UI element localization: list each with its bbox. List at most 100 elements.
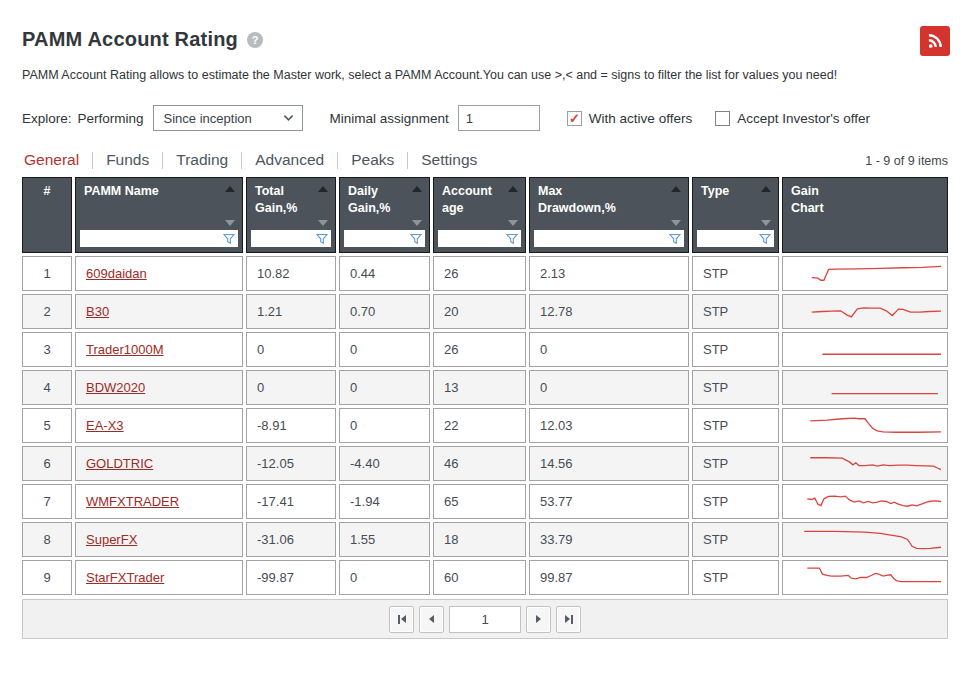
gain-sparkline	[789, 450, 941, 477]
gain-chart-cell	[782, 294, 948, 329]
filter-input-max-drawdown[interactable]	[534, 231, 669, 246]
page-number-input[interactable]	[449, 606, 521, 633]
filter-input-type[interactable]	[697, 231, 759, 246]
accept-investors-offer-checkbox[interactable]	[715, 111, 730, 126]
filter-input-daily-gain[interactable]	[344, 231, 410, 246]
tab-separator	[337, 152, 338, 169]
column-header-daily-gain[interactable]: Daily Gain,%	[339, 177, 430, 253]
filter-funnel-icon[interactable]	[223, 233, 235, 245]
tab-settings[interactable]: Settings	[419, 151, 479, 169]
with-active-offers-label: With active offers	[589, 111, 692, 126]
period-select[interactable]: Since inception	[153, 105, 303, 131]
tab-advanced[interactable]: Advanced	[253, 151, 326, 169]
tab-funds[interactable]: Funds	[104, 151, 151, 169]
row-index: 7	[22, 484, 72, 519]
next-page-button[interactable]	[526, 606, 551, 633]
filter-funnel-icon[interactable]	[410, 233, 422, 245]
column-header-account-age[interactable]: Account age	[433, 177, 526, 253]
total-gain-cell: -12.05	[246, 446, 336, 481]
sort-desc-icon[interactable]	[225, 220, 235, 226]
sort-desc-icon[interactable]	[671, 220, 681, 226]
max-drawdown-cell: 0	[529, 332, 689, 367]
pamm-account-link[interactable]: GOLDTRIC	[86, 456, 153, 471]
type-cell: STP	[692, 294, 779, 329]
filter-input-account-age[interactable]	[438, 231, 506, 246]
sort-desc-icon[interactable]	[761, 220, 771, 226]
pamm-account-link[interactable]: WMFXTRADER	[86, 494, 179, 509]
filter-funnel-icon[interactable]	[759, 233, 771, 245]
pagination	[22, 599, 948, 639]
pamm-account-link[interactable]: SuperFX	[86, 532, 137, 547]
pamm-account-link[interactable]: 609daidan	[86, 266, 147, 281]
type-cell: STP	[692, 332, 779, 367]
sort-desc-icon[interactable]	[318, 220, 328, 226]
column-header-pamm-name[interactable]: PAMM Name	[75, 177, 243, 253]
row-index: 9	[22, 560, 72, 595]
first-page-button[interactable]	[389, 606, 414, 633]
tab-peaks[interactable]: Peaks	[349, 151, 396, 169]
sort-desc-icon[interactable]	[508, 220, 518, 226]
rss-icon[interactable]	[920, 26, 950, 56]
row-index: 8	[22, 522, 72, 557]
pamm-account-link[interactable]: StarFXTrader	[86, 570, 164, 585]
performing-label: Performing	[78, 111, 144, 126]
tabs-row: General Funds Trading Advanced Peaks Set…	[22, 151, 948, 169]
gain-chart-cell	[782, 408, 948, 443]
filter-input-total-gain[interactable]	[251, 231, 316, 246]
pamm-table: # PAMM Name Total Gain,% Daily Gain,% Ac…	[22, 177, 948, 639]
last-page-button[interactable]	[556, 606, 581, 633]
sort-asc-icon[interactable]	[412, 186, 422, 192]
column-header-index: #	[22, 177, 72, 253]
type-cell: STP	[692, 408, 779, 443]
sort-asc-icon[interactable]	[671, 186, 681, 192]
total-gain-cell: -8.91	[246, 408, 336, 443]
table-header: # PAMM Name Total Gain,% Daily Gain,% Ac…	[22, 177, 948, 253]
total-gain-cell: 0	[246, 370, 336, 405]
help-icon[interactable]: ?	[247, 32, 263, 48]
filter-funnel-icon[interactable]	[669, 233, 681, 245]
gain-sparkline	[789, 412, 941, 439]
pamm-account-link[interactable]: EA-X3	[86, 418, 124, 433]
tab-general[interactable]: General	[22, 151, 81, 169]
gain-chart-cell	[782, 370, 948, 405]
gain-chart-cell	[782, 522, 948, 557]
column-header-max-drawdown[interactable]: Max Drawdown,%	[529, 177, 689, 253]
sort-asc-icon[interactable]	[225, 186, 235, 192]
sort-asc-icon[interactable]	[761, 186, 771, 192]
pamm-name-cell: StarFXTrader	[75, 560, 243, 595]
pamm-name-cell: SuperFX	[75, 522, 243, 557]
tab-trading[interactable]: Trading	[174, 151, 230, 169]
pamm-account-link[interactable]: Trader1000M	[86, 342, 164, 357]
pamm-account-link[interactable]: BDW2020	[86, 380, 145, 395]
gain-chart-cell	[782, 256, 948, 291]
daily-gain-cell: 0.44	[339, 256, 430, 291]
gain-sparkline	[789, 374, 941, 401]
page-title: PAMM Account Rating	[22, 28, 238, 51]
filter-controls: Explore: Performing Since inception Mini…	[22, 105, 948, 131]
chevron-down-icon	[283, 114, 294, 122]
column-header-total-gain[interactable]: Total Gain,%	[246, 177, 336, 253]
tab-separator	[241, 152, 242, 169]
column-header-type[interactable]: Type	[692, 177, 779, 253]
accept-investors-offer-option[interactable]: Accept Investor's offer	[715, 111, 870, 126]
filter-funnel-icon[interactable]	[316, 233, 328, 245]
tab-separator	[162, 152, 163, 169]
pamm-account-link[interactable]: B30	[86, 304, 109, 319]
account-age-cell: 13	[433, 370, 526, 405]
column-header-gain-chart: Gain Chart	[782, 177, 948, 253]
sort-desc-icon[interactable]	[412, 220, 422, 226]
previous-page-button[interactable]	[419, 606, 444, 633]
filter-funnel-icon[interactable]	[506, 233, 518, 245]
daily-gain-cell: 1.55	[339, 522, 430, 557]
filter-input-pamm-name[interactable]	[80, 231, 223, 246]
sort-asc-icon[interactable]	[318, 186, 328, 192]
type-cell: STP	[692, 256, 779, 291]
table-row: 6 GOLDTRIC -12.05 -4.40 46 14.56 STP	[22, 446, 948, 481]
period-select-value: Since inception	[164, 111, 252, 126]
minimal-assignment-input[interactable]	[458, 105, 540, 131]
gain-sparkline	[789, 298, 941, 325]
type-cell: STP	[692, 522, 779, 557]
with-active-offers-checkbox[interactable]	[567, 111, 582, 126]
with-active-offers-option[interactable]: With active offers	[567, 111, 692, 126]
sort-asc-icon[interactable]	[508, 186, 518, 192]
